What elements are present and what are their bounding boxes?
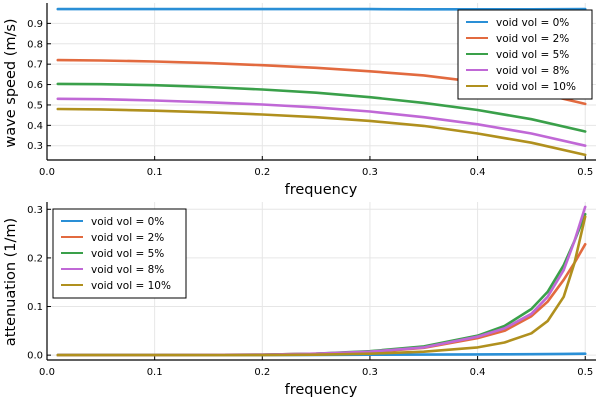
y-tick-label: 0.1 <box>27 302 43 313</box>
attenuation-x-axis-label: frequency <box>285 382 358 398</box>
y-tick-label: 0.3 <box>27 205 43 216</box>
attenuation-y-axis-label: attenuation (1/m) <box>3 218 19 346</box>
x-tick-label: 0.5 <box>577 167 593 178</box>
legend-label: void vol = 0% <box>496 17 569 29</box>
legend-label: void vol = 8% <box>496 65 569 77</box>
y-tick-label: 0.4 <box>27 121 43 132</box>
wave-speed-panel: frequency wave speed (m/s) 0.0 0.1 0.2 0.3 0… <box>3 3 596 198</box>
legend-label: void vol = 10% <box>91 280 171 292</box>
legend-label: void vol = 2% <box>496 33 569 45</box>
x-tick-label: 0.2 <box>254 367 270 378</box>
series-line <box>56 215 587 357</box>
legend-label: void vol = 0% <box>91 216 164 228</box>
series-line <box>56 82 587 133</box>
legend-label: void vol = 5% <box>91 248 164 260</box>
y-tick-label: 0.2 <box>27 253 43 264</box>
x-tick-label: 0.0 <box>39 167 55 178</box>
x-tick-label: 0.3 <box>362 167 378 178</box>
legend-label: void vol = 8% <box>91 264 164 276</box>
x-tick-label: 0.1 <box>147 367 163 378</box>
x-tick-label: 0.5 <box>577 367 593 378</box>
x-tick-label: 0.4 <box>470 367 486 378</box>
x-tick-label: 0.1 <box>147 167 163 178</box>
legend-label: void vol = 10% <box>496 81 576 93</box>
wave-speed-x-axis-label: frequency <box>285 182 358 198</box>
y-tick-label: 0.8 <box>27 39 43 50</box>
series-line <box>56 97 587 147</box>
legend-label: void vol = 5% <box>496 49 569 61</box>
x-tick-label: 0.2 <box>254 167 270 178</box>
y-tick-label: 0.0 <box>27 351 43 362</box>
attenuation-panel: frequency attenuation (1/m) 0.0 0.1 0.2 0.3… <box>3 202 596 398</box>
legend: void vol = 0% void vol = 2% void vol = 5% v… <box>52 208 187 299</box>
series-line <box>56 107 587 157</box>
x-tick-label: 0.4 <box>470 167 486 178</box>
wave-speed-y-axis-label: wave speed (m/s) <box>3 18 19 147</box>
x-tick-label: 0.0 <box>39 367 55 378</box>
y-tick-label: 0.3 <box>27 141 43 152</box>
x-tick-label: 0.3 <box>362 367 378 378</box>
y-tick-label: 0.6 <box>27 80 43 91</box>
legend: void vol = 0% void vol = 2% void vol = 5% v… <box>457 9 593 100</box>
y-tick-label: 0.9 <box>27 19 43 30</box>
y-tick-label: 0.7 <box>27 60 43 71</box>
legend-label: void vol = 2% <box>91 232 164 244</box>
y-tick-label: 0.5 <box>27 100 43 111</box>
